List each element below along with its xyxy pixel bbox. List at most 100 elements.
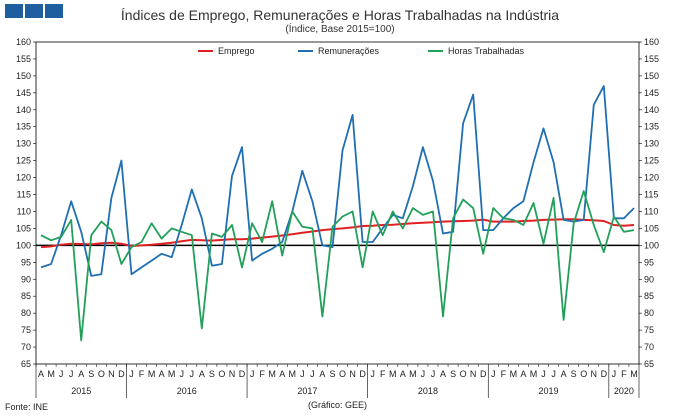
y-tick-label-right: 80: [644, 308, 654, 318]
month-tick-label: M: [47, 369, 55, 379]
month-tick-label: J: [129, 369, 134, 379]
month-tick-label: A: [400, 369, 406, 379]
y-tick-label-right: 130: [644, 139, 659, 149]
month-tick-label: J: [310, 369, 315, 379]
y-tick-label-left: 125: [16, 156, 31, 166]
month-tick-label: D: [359, 369, 366, 379]
month-tick-label: A: [319, 369, 325, 379]
series-line-remuneracoes: [40, 85, 635, 277]
month-tick-label: M: [530, 369, 538, 379]
month-tick-label: S: [88, 369, 94, 379]
y-tick-label-right: 100: [644, 240, 659, 250]
year-label: 2018: [418, 386, 438, 396]
y-tick-label-left: 135: [16, 122, 31, 132]
chart-subtitle: (Índice, Base 2015=100): [285, 24, 395, 35]
month-tick-label: J: [612, 369, 617, 379]
month-tick-label: O: [460, 369, 467, 379]
month-tick-label: J: [179, 369, 184, 379]
logo: [5, 4, 63, 18]
year-label: 2017: [297, 386, 317, 396]
month-tick-label: A: [78, 369, 84, 379]
month-tick-label: M: [630, 369, 638, 379]
month-tick-label: S: [209, 369, 215, 379]
month-tick-label: A: [440, 369, 446, 379]
y-tick-label-right: 140: [644, 105, 659, 115]
month-tick-label: J: [431, 369, 436, 379]
y-tick-label-left: 160: [16, 37, 31, 47]
y-tick-label-right: 150: [644, 71, 659, 81]
y-tick-label-left: 130: [16, 139, 31, 149]
y-tick-label-left: 145: [16, 88, 31, 98]
month-tick-label: M: [168, 369, 176, 379]
month-tick-label: D: [239, 369, 246, 379]
y-tick-label-right: 90: [644, 274, 654, 284]
month-tick-label: A: [199, 369, 205, 379]
chart-title: Índices de Emprego, Remunerações e Horas…: [120, 7, 560, 23]
month-tick-label: J: [551, 369, 556, 379]
month-tick-label: S: [571, 369, 577, 379]
legend-label-horas-trabalhadas: Horas Trabalhadas: [448, 46, 525, 56]
month-tick-label: S: [329, 369, 335, 379]
year-label: 2016: [177, 386, 197, 396]
y-tick-label-left: 105: [16, 223, 31, 233]
year-label: 2019: [539, 386, 559, 396]
month-tick-label: O: [218, 369, 225, 379]
month-tick-label: D: [118, 369, 125, 379]
y-tick-label-left: 75: [21, 325, 31, 335]
month-tick-label: N: [591, 369, 598, 379]
month-tick-label: F: [139, 369, 145, 379]
y-tick-label-left: 80: [21, 308, 31, 318]
y-tick-label-right: 75: [644, 325, 654, 335]
month-tick-label: J: [250, 369, 255, 379]
month-tick-label: J: [300, 369, 305, 379]
month-tick-label: J: [491, 369, 496, 379]
y-tick-label-right: 85: [644, 291, 654, 301]
month-tick-label: D: [480, 369, 487, 379]
month-tick-label: M: [148, 369, 156, 379]
legend-label-remuneracoes: Remunerações: [318, 46, 380, 56]
month-tick-label: F: [501, 369, 507, 379]
month-tick-label: M: [389, 369, 397, 379]
month-tick-label: J: [370, 369, 375, 379]
month-tick-label: N: [349, 369, 356, 379]
y-tick-label-left: 100: [16, 240, 31, 250]
y-tick-label-left: 90: [21, 274, 31, 284]
series-line-emprego: [40, 218, 635, 249]
month-tick-label: N: [470, 369, 477, 379]
y-tick-label-right: 145: [644, 88, 659, 98]
month-tick-label: N: [108, 369, 115, 379]
month-tick-label: A: [279, 369, 285, 379]
month-tick-label: F: [621, 369, 627, 379]
month-tick-label: A: [561, 369, 567, 379]
y-tick-label-right: 115: [644, 190, 658, 200]
y-tick-label-left: 85: [21, 291, 31, 301]
y-tick-label-right: 125: [644, 156, 659, 166]
month-tick-label: D: [601, 369, 608, 379]
year-label: 2015: [71, 386, 91, 396]
year-label: 2020: [614, 386, 634, 396]
y-tick-label-right: 70: [644, 342, 654, 352]
y-tick-label-right: 110: [644, 206, 658, 216]
source-note: Fonte: INE: [5, 402, 49, 412]
month-tick-label: J: [69, 369, 74, 379]
series-line-horas-trabalhadas: [40, 190, 635, 342]
month-tick-label: F: [380, 369, 386, 379]
y-tick-label-right: 155: [644, 54, 659, 64]
y-tick-label-left: 65: [21, 359, 31, 369]
month-tick-label: J: [59, 369, 64, 379]
y-tick-label-left: 115: [17, 190, 31, 200]
y-tick-label-right: 105: [644, 223, 659, 233]
month-tick-label: A: [159, 369, 165, 379]
y-tick-label-right: 95: [644, 257, 654, 267]
y-tick-label-left: 140: [16, 105, 31, 115]
credit-note: (Gráfico: GEE): [308, 400, 368, 410]
month-tick-label: S: [450, 369, 456, 379]
month-tick-label: A: [520, 369, 526, 379]
y-tick-label-left: 120: [16, 173, 31, 183]
month-tick-label: O: [98, 369, 105, 379]
y-tick-label-left: 95: [21, 257, 31, 267]
month-tick-label: N: [229, 369, 236, 379]
month-tick-label: J: [190, 369, 195, 379]
month-tick-label: J: [541, 369, 546, 379]
month-tick-label: M: [409, 369, 417, 379]
